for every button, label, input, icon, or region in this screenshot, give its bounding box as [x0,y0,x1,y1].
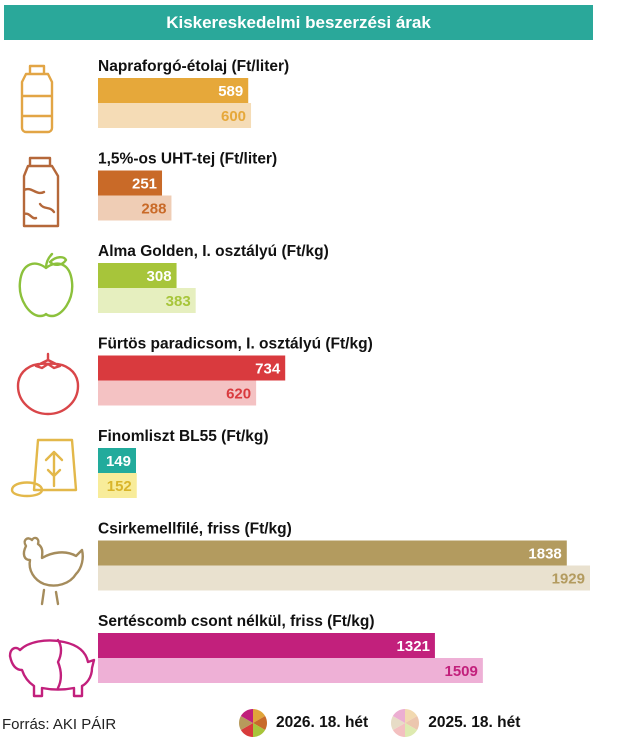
milk-carton-icon [22,156,60,228]
category-label: Alma Golden, I. osztályú (Ft/kg) [98,243,329,260]
bar-current [98,78,249,103]
bar-current [98,448,137,473]
legend-pie-slice [405,716,420,730]
legend-pie-slice [253,723,266,737]
value-label-previous: 1929 [552,571,585,588]
legend-pie-slice [240,709,253,723]
value-label-previous: 383 [166,293,191,310]
bar-previous [98,103,252,128]
value-label-previous: 288 [141,201,166,218]
legend-pie-slice [253,716,267,730]
value-label-current: 1838 [528,546,561,563]
legend-pie-slice [405,709,418,723]
value-label-previous: 1509 [445,663,478,680]
chart-title: Kiskereskedelmi beszerzési árak [4,5,593,40]
bar-previous [98,195,172,221]
value-label-previous: 600 [221,108,246,125]
legend-pie-slice [240,723,253,737]
value-label-current: 251 [132,176,157,193]
bar-current [98,633,435,658]
legend-item-previous: 2025. 18. hét [390,708,520,738]
category-label: Napraforgó-étolaj (Ft/liter) [98,58,289,75]
category-label: Csirkemellfilé, friss (Ft/kg) [98,521,292,538]
category-group: Fürtös paradicsom, I. osztályú (Ft/kg) 73… [98,336,373,406]
bar-previous [98,288,196,313]
bar-current [98,540,567,566]
bar-previous [98,658,483,683]
category-group: Napraforgó-étolaj (Ft/liter) 589 600 [98,58,289,128]
category-group: Sertéscomb csont nélkül, friss (Ft/kg) 13… [98,613,483,683]
legend-pie-slice [239,716,253,730]
bar-current [98,263,177,288]
legend-pie-slice [393,709,406,723]
product-icons [8,64,96,698]
bar-current [98,170,163,196]
category-group: Alma Golden, I. osztályú (Ft/kg) 308 383 [98,243,329,313]
legend-item-current: 2026. 18. hét [238,708,368,738]
flour-icon [10,438,78,498]
oil-bottle-icon [20,64,54,134]
category-group: Csirkemellfilé, friss (Ft/kg) 1838 1929 [98,521,590,591]
tomato-icon [16,352,80,416]
value-label-current: 1321 [397,638,430,655]
value-label-current: 308 [147,268,172,285]
legend-pie-slice [253,709,266,723]
value-label-current: 734 [255,361,281,378]
value-label-previous: 152 [107,478,132,495]
value-label-previous: 620 [226,386,251,403]
bar-current [98,355,286,381]
apple-icon [18,252,74,318]
category-label: 1,5%-os UHT-tej (Ft/liter) [98,151,277,168]
bar-groups: Napraforgó-étolaj (Ft/liter) 589 600 1,5%-o… [98,58,590,683]
legend-label-previous: 2025. 18. hét [428,714,521,731]
value-label-current: 589 [218,83,243,100]
value-label-current: 149 [106,453,131,470]
bar-previous [98,380,257,406]
chicken-icon [22,536,84,606]
legend-swatch-current [239,709,267,737]
legend-pie-slice [393,723,406,737]
category-label: Finomliszt BL55 (Ft/kg) [98,428,269,445]
category-group: Finomliszt BL55 (Ft/kg) 149 152 [98,428,269,498]
legend-label-current: 2026. 18. hét [276,714,369,731]
category-label: Sertéscomb csont nélkül, friss (Ft/kg) [98,613,374,630]
category-group: 1,5%-os UHT-tej (Ft/liter) 251 288 [98,151,277,221]
pig-icon [8,638,96,698]
category-label: Fürtös paradicsom, I. osztályú (Ft/kg) [98,336,373,353]
legend-pie-slice [391,716,406,730]
source-note: Forrás: AKI PÁIR [2,716,117,733]
bar-previous [98,473,137,498]
legend: 2026. 18. hét 2025. 18. hét [238,708,542,738]
legend-pie-slice [405,723,418,737]
legend-swatch-previous [391,709,420,737]
bar-previous [98,565,590,591]
